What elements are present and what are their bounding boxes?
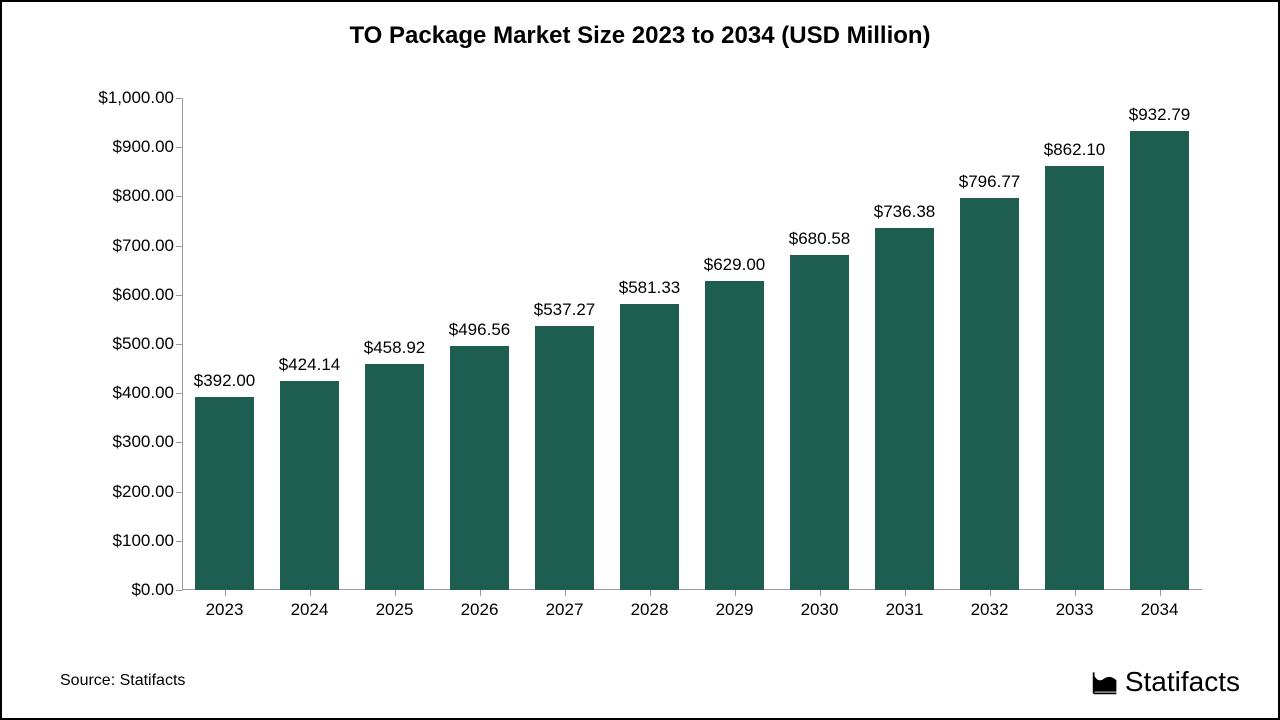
- y-tick-label: $100.00: [113, 531, 182, 551]
- bar-value-label: $796.77: [959, 172, 1020, 198]
- x-tick-mark: [225, 590, 226, 596]
- y-tick-label: $800.00: [113, 186, 182, 206]
- bar-value-label: $629.00: [704, 255, 765, 281]
- x-tick-mark: [735, 590, 736, 596]
- bar-column: $537.272027: [522, 98, 607, 590]
- bar: $736.38: [875, 228, 935, 590]
- bar-value-label: $458.92: [364, 338, 425, 364]
- bar-value-label: $736.38: [874, 202, 935, 228]
- chart-frame: TO Package Market Size 2023 to 2034 (USD…: [0, 0, 1280, 720]
- bar-value-label: $496.56: [449, 320, 510, 346]
- bar: $392.00: [195, 397, 255, 590]
- x-tick-mark: [310, 590, 311, 596]
- y-tick-label: $200.00: [113, 482, 182, 502]
- y-tick-label: $600.00: [113, 285, 182, 305]
- x-tick-mark: [480, 590, 481, 596]
- bar: $458.92: [365, 364, 425, 590]
- x-tick-mark: [1160, 590, 1161, 596]
- bar-column: $496.562026: [437, 98, 522, 590]
- y-tick-mark: [176, 590, 182, 591]
- plot-area: $0.00$100.00$200.00$300.00$400.00$500.00…: [182, 98, 1202, 590]
- x-tick-mark: [905, 590, 906, 596]
- y-tick-label: $300.00: [113, 432, 182, 452]
- y-tick-label: $700.00: [113, 236, 182, 256]
- bar-column: $932.792034: [1117, 98, 1202, 590]
- brand-logo: Statifacts: [1091, 666, 1240, 698]
- bar: $537.27: [535, 326, 595, 590]
- y-tick-label: $0.00: [131, 580, 182, 600]
- statifacts-icon: [1091, 668, 1119, 696]
- bar: $581.33: [620, 304, 680, 590]
- bar-value-label: $581.33: [619, 278, 680, 304]
- source-label: Source: Statifacts: [60, 672, 185, 690]
- bar: $796.77: [960, 198, 1020, 590]
- x-tick-mark: [820, 590, 821, 596]
- bar: $932.79: [1130, 131, 1190, 590]
- bar-value-label: $680.58: [789, 229, 850, 255]
- bar: $680.58: [790, 255, 850, 590]
- bar-column: $424.142024: [267, 98, 352, 590]
- bar-column: $629.002029: [692, 98, 777, 590]
- bar-value-label: $424.14: [279, 355, 340, 381]
- brand-logo-text: Statifacts: [1125, 666, 1240, 698]
- y-tick-label: $400.00: [113, 383, 182, 403]
- x-tick-mark: [650, 590, 651, 596]
- chart-title: TO Package Market Size 2023 to 2034 (USD…: [2, 22, 1278, 50]
- bar-column: $680.582030: [777, 98, 862, 590]
- bar: $862.10: [1045, 166, 1105, 590]
- bar-value-label: $537.27: [534, 300, 595, 326]
- bar-value-label: $862.10: [1044, 140, 1105, 166]
- x-tick-mark: [395, 590, 396, 596]
- x-tick-mark: [990, 590, 991, 596]
- bar: $629.00: [705, 281, 765, 590]
- bar-column: $581.332028: [607, 98, 692, 590]
- y-tick-label: $1,000.00: [98, 88, 182, 108]
- bar-group: $392.002023$424.142024$458.922025$496.56…: [182, 98, 1202, 590]
- bar-column: $458.922025: [352, 98, 437, 590]
- bar-column: $736.382031: [862, 98, 947, 590]
- bar-column: $392.002023: [182, 98, 267, 590]
- bar-column: $796.772032: [947, 98, 1032, 590]
- bar: $496.56: [450, 346, 510, 590]
- bar-value-label: $932.79: [1129, 105, 1190, 131]
- bar-column: $862.102033: [1032, 98, 1117, 590]
- x-tick-mark: [1075, 590, 1076, 596]
- y-tick-label: $500.00: [113, 334, 182, 354]
- y-tick-label: $900.00: [113, 137, 182, 157]
- x-tick-mark: [565, 590, 566, 596]
- bar: $424.14: [280, 381, 340, 590]
- bar-value-label: $392.00: [194, 371, 255, 397]
